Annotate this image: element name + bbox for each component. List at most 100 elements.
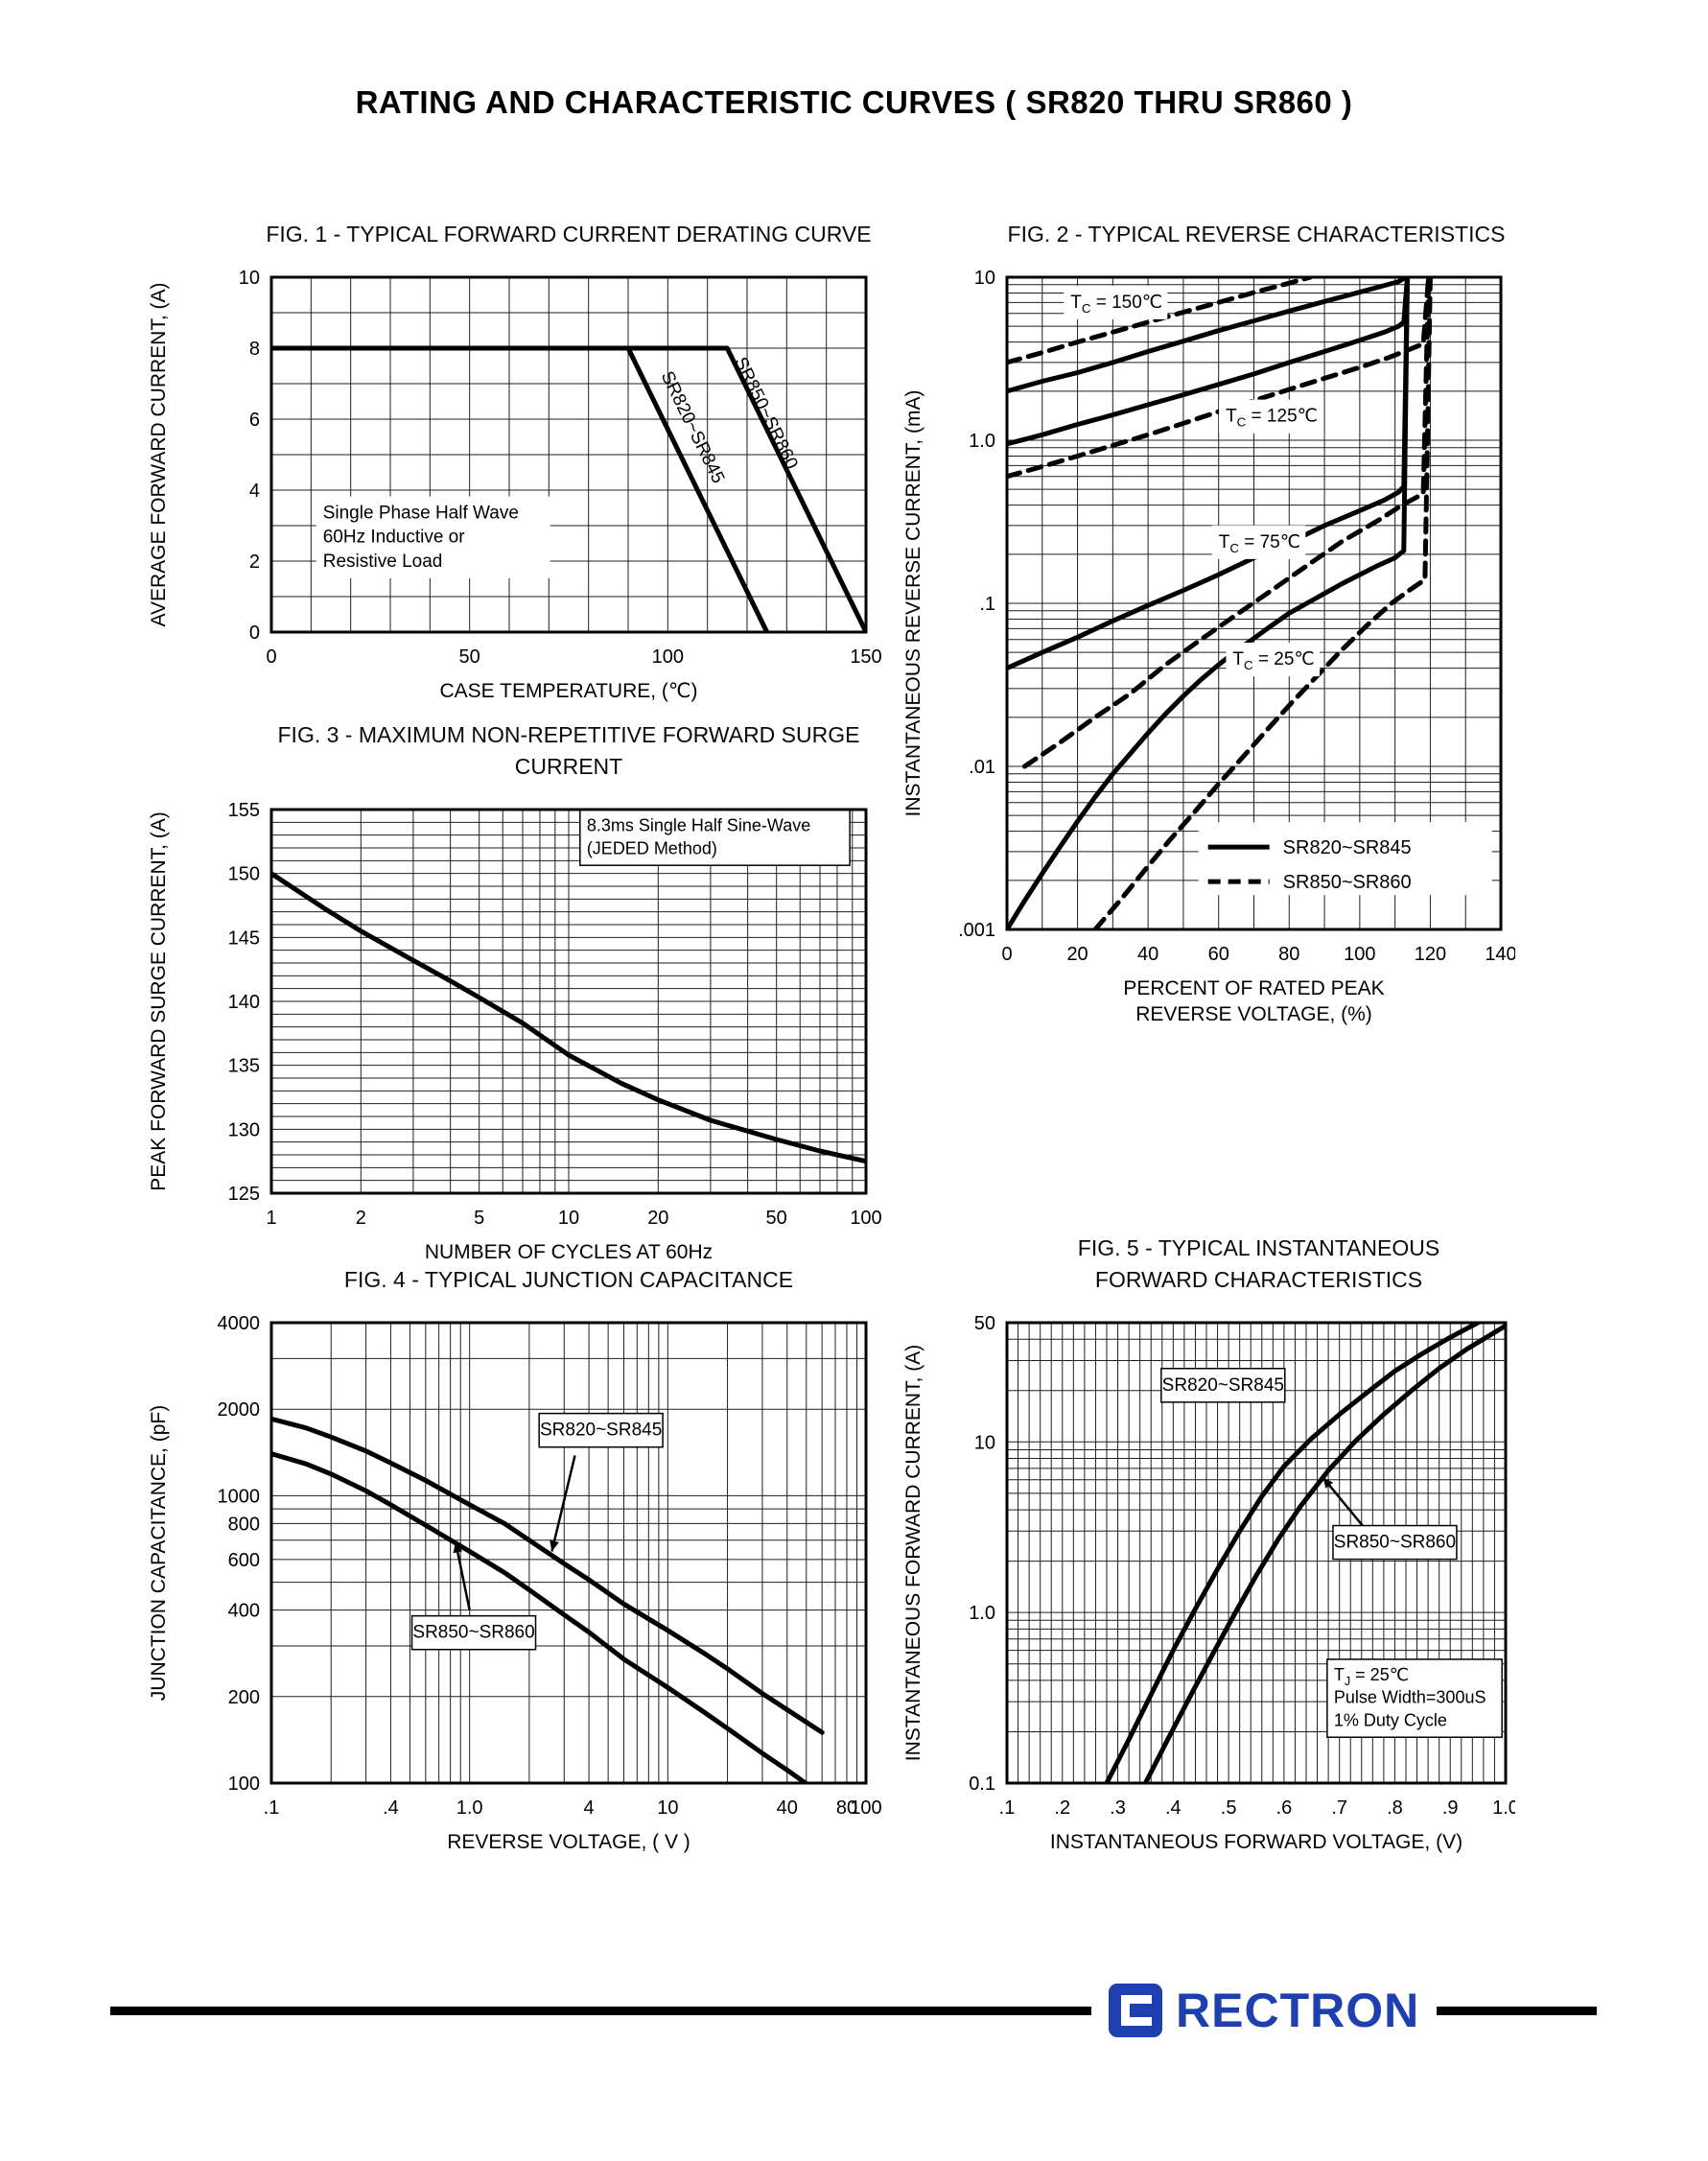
svg-text:1.0: 1.0	[969, 431, 995, 452]
svg-text:.3: .3	[1110, 1797, 1126, 1819]
svg-text:INSTANTANEOUS FORWARD CURRENT,: INSTANTANEOUS FORWARD CURRENT, (A)	[902, 1345, 924, 1761]
svg-text:SR820~SR845: SR820~SR845	[1283, 837, 1412, 858]
fig4-junction-capacitance: FIG. 4 - TYPICAL JUNCTION CAPACITANCE .1…	[142, 1264, 909, 1893]
svg-text:145: 145	[228, 928, 260, 949]
svg-text:0: 0	[1001, 944, 1012, 965]
footer-rule	[110, 2007, 1597, 2015]
fig3-title: FIG. 3 - MAXIMUM NON-REPETITIVE FORWARD …	[277, 722, 860, 779]
svg-text:1.0: 1.0	[969, 1603, 995, 1624]
svg-text:Resistive Load: Resistive Load	[323, 552, 443, 572]
svg-text:TJ = 25℃: TJ = 25℃	[1334, 1665, 1409, 1688]
rectron-brand-text: RECTRON	[1176, 1984, 1420, 2037]
svg-text:.8: .8	[1387, 1797, 1403, 1819]
svg-text:120: 120	[1415, 944, 1446, 965]
svg-text:.1: .1	[979, 594, 995, 615]
svg-text:5: 5	[474, 1208, 484, 1229]
svg-text:.5: .5	[1221, 1797, 1237, 1819]
svg-text:150: 150	[850, 646, 881, 668]
fig3-surge-current: FIG. 3 - MAXIMUM NON-REPETITIVE FORWARD …	[142, 719, 909, 1304]
svg-text:8.3ms Single Half Sine-Wave: 8.3ms Single Half Sine-Wave	[587, 816, 810, 835]
svg-text:1: 1	[266, 1208, 276, 1229]
svg-text:100: 100	[850, 1208, 881, 1229]
svg-text:CASE TEMPERATURE, (℃): CASE TEMPERATURE, (℃)	[439, 680, 697, 702]
svg-text:TC = 125℃: TC = 125℃	[1226, 407, 1318, 430]
svg-text:1000: 1000	[218, 1486, 261, 1507]
svg-text:SR820~SR845: SR820~SR845	[540, 1421, 662, 1441]
svg-text:PEAK FORWARD SURGE CURRENT, (A: PEAK FORWARD SURGE CURRENT, (A)	[148, 811, 170, 1191]
svg-text:SR850~SR860: SR850~SR860	[412, 1623, 534, 1643]
svg-text:8: 8	[249, 339, 260, 360]
fig5-forward-characteristics: FIG. 5 - TYPICAL INSTANTANEOUS FORWARD C…	[897, 1233, 1515, 1889]
svg-text:.01: .01	[969, 757, 995, 778]
svg-text:20: 20	[1066, 944, 1088, 965]
svg-text:100: 100	[1344, 944, 1375, 965]
fig5-chart: .1 .2 .3 .4 .5 .6 .7 .8 .9 1.0 50 10 1.0 0.1 INSTANTAN…	[902, 1313, 1515, 1853]
svg-text:0.1: 0.1	[969, 1773, 995, 1795]
svg-text:10: 10	[558, 1208, 579, 1229]
svg-text:.001: .001	[958, 920, 995, 941]
svg-text:140: 140	[228, 992, 260, 1013]
svg-text:.2: .2	[1054, 1797, 1070, 1819]
svg-text:.6: .6	[1276, 1797, 1293, 1819]
svg-text:4: 4	[249, 481, 260, 502]
svg-text:1% Duty Cycle: 1% Duty Cycle	[1334, 1710, 1447, 1729]
svg-text:.4: .4	[1165, 1797, 1182, 1819]
svg-text:SR850~SR860: SR850~SR860	[1283, 872, 1412, 893]
page-title: RATING AND CHARACTERISTIC CURVES ( SR820…	[355, 84, 1353, 120]
svg-text:50: 50	[974, 1313, 995, 1334]
svg-text:125: 125	[228, 1184, 260, 1205]
svg-text:100: 100	[652, 646, 684, 668]
svg-text:(JEDED Method): (JEDED Method)	[587, 838, 717, 857]
svg-text:.4: .4	[383, 1797, 399, 1819]
rectron-logo-icon	[1109, 1984, 1162, 2037]
svg-text:JUNCTION CAPACITANCE, (pF): JUNCTION CAPACITANCE, (pF)	[148, 1405, 170, 1701]
svg-text:.1: .1	[999, 1797, 1016, 1819]
fig4-title: FIG. 4 - TYPICAL JUNCTION CAPACITANCE	[343, 1267, 794, 1292]
fig1-title: FIG. 1 - TYPICAL FORWARD CURRENT DERATIN…	[266, 222, 872, 247]
svg-text:1.0: 1.0	[1492, 1797, 1515, 1819]
svg-text:NUMBER OF CYCLES AT 60Hz: NUMBER OF CYCLES AT 60Hz	[425, 1241, 713, 1263]
svg-text:150: 150	[228, 864, 260, 885]
fig2-title: FIG. 2 - TYPICAL REVERSE CHARACTERISTICS	[1007, 222, 1506, 247]
svg-text:20: 20	[647, 1208, 668, 1229]
fig2-chart: 0 20 40 60 80 100 120 140 10 1.0 .1 .01 .001 PERCENT …	[902, 268, 1515, 1025]
svg-text:0: 0	[266, 646, 276, 668]
svg-text:INSTANTANEOUS REVERSE CURRENT,: INSTANTANEOUS REVERSE CURRENT, (mA)	[902, 390, 924, 817]
svg-text:130: 130	[228, 1119, 260, 1140]
svg-text:800: 800	[228, 1514, 260, 1535]
svg-text:.9: .9	[1442, 1797, 1459, 1819]
fig1-forward-current-derating: FIG. 1 - TYPICAL FORWARD CURRENT DERATIN…	[142, 219, 909, 738]
svg-text:100: 100	[228, 1773, 260, 1795]
svg-text:Pulse Width=300uS: Pulse Width=300uS	[1334, 1688, 1486, 1707]
svg-text:SR850~SR860: SR850~SR860	[1334, 1533, 1456, 1553]
svg-text:REVERSE VOLTAGE, ( V ): REVERSE VOLTAGE, ( V )	[447, 1831, 690, 1853]
fig2-reverse-characteristics: FIG. 2 - TYPICAL REVERSE CHARACTERISTICS…	[897, 219, 1515, 1035]
fig1-chart: 0 50 100 150 10 8 6 4 2 0 CASE TEMPERATURE, (℃) AVE…	[148, 268, 882, 702]
svg-text:PERCENT OF RATED PEAK: PERCENT OF RATED PEAK	[1123, 977, 1384, 999]
svg-text:AVERAGE FORWARD CURRENT, (A): AVERAGE FORWARD CURRENT, (A)	[148, 283, 170, 627]
svg-text:Single Phase Half Wave: Single Phase Half Wave	[323, 504, 519, 524]
svg-text:TC = 25℃: TC = 25℃	[1232, 649, 1314, 672]
svg-text:2: 2	[249, 552, 260, 573]
svg-text:10: 10	[657, 1797, 678, 1819]
svg-text:1.0: 1.0	[456, 1797, 483, 1819]
svg-text:TC = 75℃: TC = 75℃	[1219, 532, 1300, 555]
svg-text:80: 80	[836, 1797, 857, 1819]
svg-text:40: 40	[777, 1797, 798, 1819]
svg-text:4: 4	[584, 1797, 595, 1819]
svg-text:140: 140	[1485, 944, 1515, 965]
svg-text:10: 10	[974, 1432, 995, 1453]
svg-text:400: 400	[228, 1601, 260, 1622]
svg-text:100: 100	[850, 1797, 881, 1819]
svg-text:60: 60	[1208, 944, 1229, 965]
svg-text:0: 0	[249, 622, 260, 644]
svg-text:4000: 4000	[218, 1313, 261, 1334]
svg-text:10: 10	[239, 268, 260, 289]
svg-text:155: 155	[228, 800, 260, 821]
fig4-chart: .1.4 1.0 4 10 40 8010040002000100080060040020…	[148, 1313, 882, 1853]
svg-text:200: 200	[228, 1687, 260, 1708]
svg-text:40: 40	[1137, 944, 1158, 965]
svg-text:.1: .1	[264, 1797, 280, 1819]
svg-text:2: 2	[356, 1208, 366, 1229]
